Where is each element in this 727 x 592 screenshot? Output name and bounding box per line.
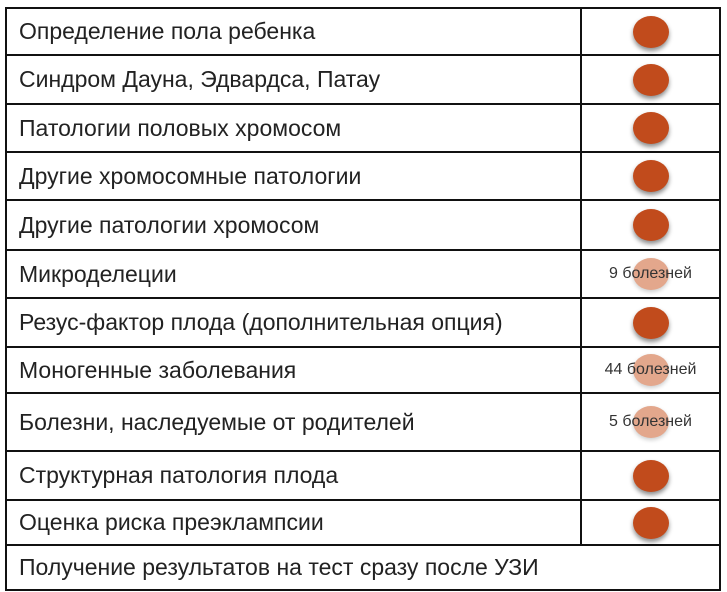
row-label: Микроделеции — [5, 249, 582, 299]
table-row: Структурная патология плода — [5, 450, 721, 501]
included-dot-icon — [632, 459, 669, 492]
row-label: Болезни, наследуемые от родителей — [5, 392, 582, 452]
included-dot-icon — [632, 209, 669, 241]
indicator-cell — [580, 297, 721, 348]
partial-dot-icon — [632, 354, 669, 386]
table-row: Синдром Дауна, Эдвардса, Патау — [5, 54, 721, 105]
row-label: Оценка риска преэклампсии — [5, 499, 582, 546]
included-dot-icon — [632, 112, 669, 144]
table-row: Оценка риска преэклампсии — [5, 499, 721, 546]
row-label: Патологии половых хромосом — [5, 103, 582, 153]
row-label: Моногенные заболевания — [5, 346, 582, 394]
table-row: Другие патологии хромосом — [5, 199, 721, 251]
row-label: Определение пола ребенка — [5, 7, 582, 56]
row-label: Резус-фактор плода (дополнительная опция… — [5, 297, 582, 348]
indicator-cell: 44 болезней — [580, 346, 721, 394]
included-dot-icon — [632, 63, 669, 96]
table-row: Определение пола ребенка — [5, 7, 721, 56]
features-table-body: Определение пола ребенка Синдром Дауна, … — [5, 7, 721, 591]
partial-dot-icon — [632, 258, 669, 290]
row-label: Другие патологии хромосом — [5, 199, 582, 251]
disease-count-note: 44 болезней — [604, 361, 697, 378]
included-dot-icon — [632, 506, 669, 539]
table-row: Болезни, наследуемые от родителей 5 боле… — [5, 392, 721, 452]
table-row: Другие хромосомные патологии — [5, 151, 721, 201]
indicator-cell — [580, 199, 721, 251]
included-dot-icon — [632, 15, 669, 48]
included-dot-icon — [632, 306, 669, 339]
indicator-cell — [580, 103, 721, 153]
disease-count-note: 9 болезней — [609, 265, 692, 282]
indicator-cell — [580, 7, 721, 56]
indicator-cell — [580, 450, 721, 501]
indicator-cell — [580, 54, 721, 105]
indicator-cell: 5 болезней — [580, 392, 721, 452]
row-label: Синдром Дауна, Эдвардса, Патау — [5, 54, 582, 105]
disease-count-note: 5 болезней — [609, 413, 692, 430]
table-row: Моногенные заболевания 44 болезней — [5, 346, 721, 394]
row-label: Структурная патология плода — [5, 450, 582, 501]
table-row: Патологии половых хромосом — [5, 103, 721, 153]
indicator-cell — [580, 151, 721, 201]
partial-dot-icon — [632, 406, 669, 438]
table-row: Резус-фактор плода (дополнительная опция… — [5, 297, 721, 348]
table-row: Микроделеции 9 болезней — [5, 249, 721, 299]
indicator-cell: 9 болезней — [580, 249, 721, 299]
included-dot-icon — [632, 160, 669, 192]
row-label: Другие хромосомные патологии — [5, 151, 582, 201]
table-row-footer: Получение результатов на тест сразу посл… — [5, 544, 721, 591]
features-table: Определение пола ребенка Синдром Дауна, … — [5, 7, 721, 591]
indicator-cell — [580, 499, 721, 546]
footer-label: Получение результатов на тест сразу посл… — [5, 544, 721, 591]
